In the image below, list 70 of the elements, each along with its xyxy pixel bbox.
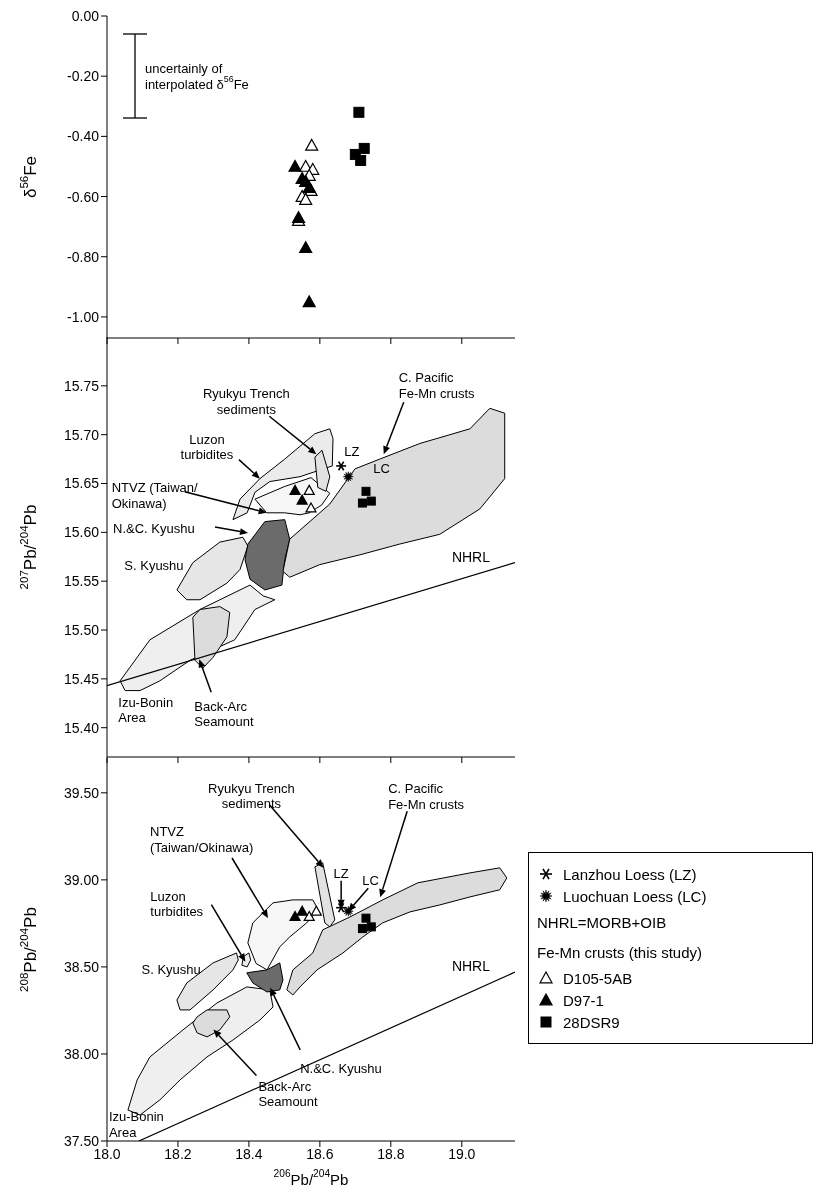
- y-tick-label: 38.00: [63, 1045, 100, 1062]
- point: [296, 494, 308, 505]
- y-tick-label: 15.75: [63, 377, 100, 394]
- annotation: Izu-Bonin Area: [118, 694, 174, 725]
- point: [288, 159, 302, 172]
- x-axis-title: $^{206}$Pb/$^{204}$Pb: [273, 1168, 349, 1188]
- point: [357, 498, 367, 508]
- annotation: LC: [373, 460, 390, 476]
- x-tick-label: 18.8: [377, 1145, 405, 1162]
- y-tick-label: 15.40: [63, 719, 100, 736]
- annotation: N.&C. Kyushu: [113, 520, 195, 536]
- point: [302, 295, 316, 308]
- annotation: LZ: [344, 443, 360, 459]
- x-tick-label: 19.0: [448, 1145, 476, 1162]
- annotation: LC: [362, 872, 379, 888]
- annotation: NTVZ (Taiwan/ Okinawa): [111, 479, 198, 511]
- legend-label: Luochuan Loess (LC): [563, 887, 707, 905]
- legend-label: Lanzhou Loess (LZ): [563, 865, 697, 883]
- point: [355, 154, 367, 166]
- annotation: uncertainly of interpolated δ$^{56}$Fe: [145, 60, 249, 92]
- y-tick-label: 15.55: [63, 573, 100, 590]
- y-tick-label: 15.65: [63, 475, 100, 492]
- y-tick-label: 0.00: [71, 7, 100, 24]
- point: [353, 106, 365, 118]
- annotation: S. Kyushu: [141, 961, 201, 977]
- y-tick-label: -0.40: [67, 128, 100, 145]
- annotation: Luzon turbidites: [150, 888, 204, 919]
- y-tick-label: 39.50: [63, 784, 100, 801]
- y-tick-label: 15.70: [63, 426, 100, 443]
- x-tick-label: 18.2: [164, 1145, 192, 1162]
- annotation: Izu-Bonin Area: [108, 1108, 164, 1140]
- point: [305, 138, 319, 151]
- annotation: C. Pacific Fe-Mn crusts: [398, 369, 476, 401]
- point: [303, 484, 315, 495]
- y-tick-label: 15.60: [63, 524, 100, 541]
- y-tick-label: 38.50: [63, 958, 100, 975]
- y-tick-label: 15.45: [63, 670, 100, 687]
- point: [299, 192, 313, 205]
- annotation: C. Pacific Fe-Mn crusts: [388, 780, 465, 812]
- legend-title: Fe-Mn crusts (this study): [537, 943, 703, 961]
- legend-label: 28DSR9: [563, 1013, 620, 1031]
- point: [299, 241, 313, 254]
- annotation: Ryukyu Trench sediments: [202, 385, 290, 417]
- point: [361, 486, 371, 496]
- point: [343, 471, 354, 482]
- text: NHRL=MORB+OIB: [537, 913, 667, 931]
- annotation: Luzon turbidites: [180, 431, 234, 462]
- annotation: NTVZ (Taiwan/Okinawa): [150, 823, 254, 855]
- y-tick-label: 39.00: [63, 871, 100, 888]
- x-tick-label: 18.6: [306, 1145, 334, 1162]
- annotation: Ryukyu Trench sediments: [208, 780, 295, 811]
- y-tick-label: -0.80: [67, 248, 100, 265]
- y-tick-label: -0.60: [67, 188, 100, 205]
- x-tick-label: 18.4: [235, 1145, 263, 1162]
- annotation: Back-Arc Seamount: [258, 1078, 319, 1109]
- y-tick-label: 15.50: [63, 621, 100, 638]
- series-label: NHRL: [451, 958, 491, 975]
- annotation: LZ: [333, 865, 349, 881]
- point: [289, 484, 301, 495]
- y-tick-label: -1.00: [67, 308, 100, 325]
- annotation: Back-Arc Seamount: [194, 698, 254, 729]
- y-tick-label: -0.20: [67, 68, 100, 85]
- legend-label: D97-1: [563, 991, 604, 1009]
- annotation: S. Kyushu: [124, 557, 184, 573]
- annotation: N.&C. Kyushu: [300, 1060, 382, 1076]
- point: [366, 496, 376, 506]
- legend-label: D105-5AB: [563, 969, 633, 987]
- point: [305, 502, 317, 513]
- point: [358, 142, 370, 154]
- series-label: NHRL: [451, 548, 491, 565]
